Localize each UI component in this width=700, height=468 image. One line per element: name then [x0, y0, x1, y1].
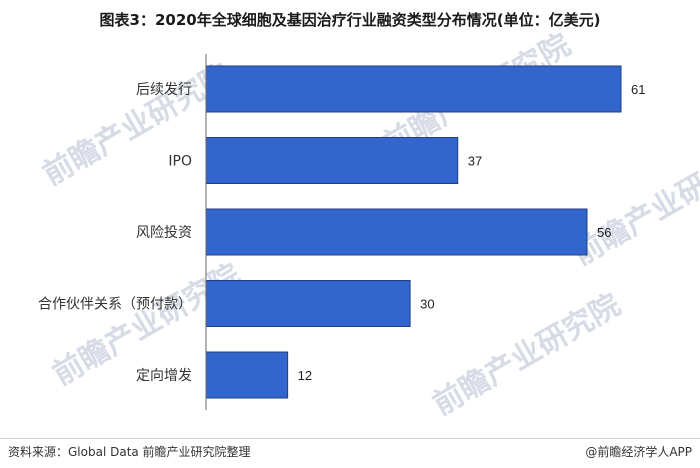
bar-0: [205, 65, 622, 113]
category-label: IPO: [168, 154, 192, 170]
bar-3: [205, 280, 411, 327]
source-note: 资料来源：Global Data 前瞻产业研究院整理: [8, 445, 251, 459]
bar-4: [205, 351, 289, 399]
brand-note: @前瞻经济学人APP: [585, 445, 692, 459]
category-label: 合作伙伴关系（预付款）: [38, 297, 192, 313]
value-label: 30: [420, 297, 434, 312]
footer: 资料来源：Global Data 前瞻产业研究院整理 @前瞻经济学人APP: [0, 438, 700, 468]
bar-1: [205, 137, 459, 184]
chart-title: 图表3：2020年全球细胞及基因治疗行业融资类型分布情况(单位：亿美元): [99, 11, 601, 29]
category-label: 风险投资: [136, 225, 192, 241]
bar-chart: 后续发行 61 IPO 37 风险投资 56 合作伙伴关系（预付款） 30 定向增发 12: [38, 54, 645, 410]
bar-2: [205, 208, 588, 256]
value-label: 12: [298, 368, 312, 383]
bars-group: 后续发行 61 IPO 37 风险投资 56 合作伙伴关系（预付款） 30 定向增发 12: [38, 65, 645, 399]
category-label: 后续发行: [136, 81, 192, 98]
value-label: 56: [597, 225, 611, 240]
value-label: 61: [631, 82, 645, 97]
value-label: 37: [468, 154, 482, 169]
category-label: 定向增发: [136, 368, 192, 384]
